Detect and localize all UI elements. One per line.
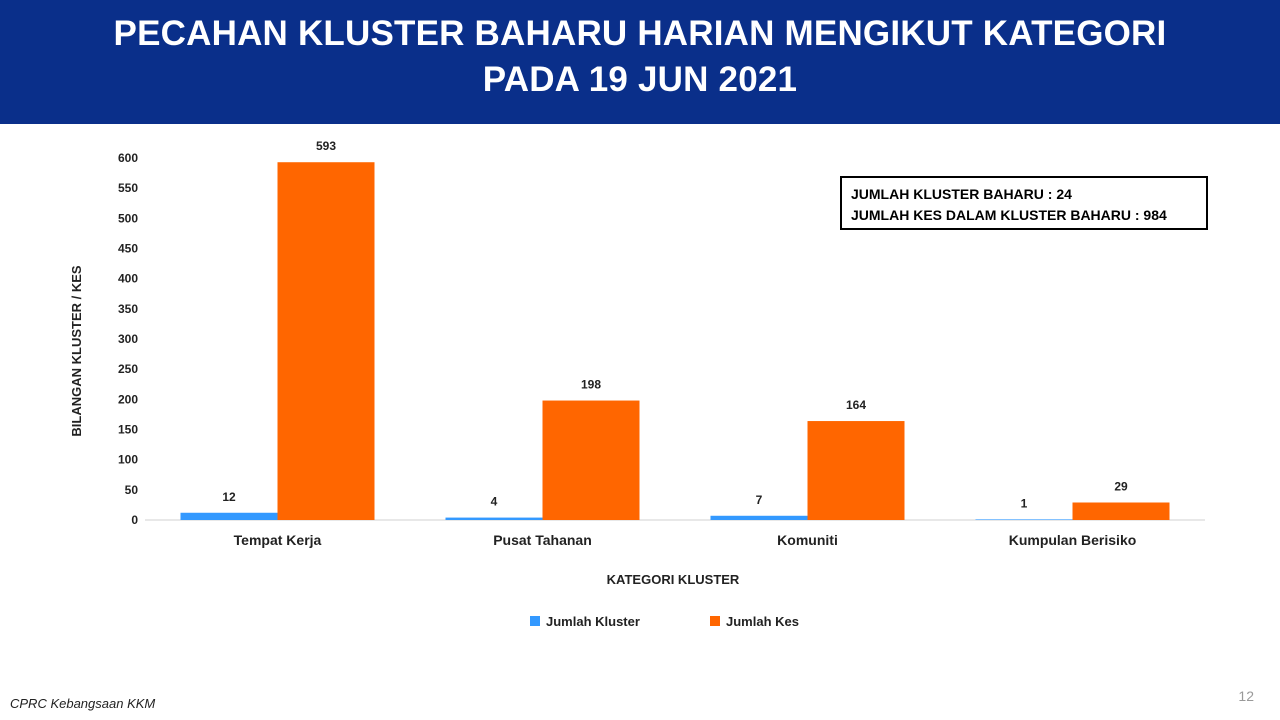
title-line-2: PADA 19 JUN 2021 <box>482 60 798 99</box>
summary-box: JUMLAH KLUSTER BAHARU : 24 JUMLAH KES DA… <box>840 176 1208 230</box>
y-tick-label: 550 <box>118 181 138 195</box>
y-tick-label: 500 <box>118 211 138 225</box>
legend-label-jumlah-kluster: Jumlah Kluster <box>546 613 640 629</box>
data-label: 12 <box>222 490 236 504</box>
page-number: 12 <box>1238 688 1254 704</box>
chart-legend: Jumlah Kluster Jumlah Kes <box>0 610 1280 632</box>
data-label: 29 <box>1114 480 1128 494</box>
x-tick-label: Komuniti <box>777 532 838 548</box>
x-tick-label: Pusat Tahanan <box>493 532 592 548</box>
y-tick-label: 200 <box>118 392 138 406</box>
x-axis-title: KATEGORI KLUSTER <box>607 572 740 587</box>
y-tick-label: 250 <box>118 362 138 376</box>
x-tick-label: Tempat Kerja <box>234 532 322 548</box>
bar <box>542 400 640 520</box>
data-label: 164 <box>846 398 866 412</box>
y-tick-label: 0 <box>131 513 138 527</box>
data-label: 1 <box>1021 496 1028 510</box>
data-label: 593 <box>316 139 336 153</box>
title-banner: PECAHAN KLUSTER BAHARU HARIAN MENGIKUT K… <box>0 0 1280 124</box>
legend-label-jumlah-kes: Jumlah Kes <box>726 613 799 629</box>
bar <box>975 519 1073 520</box>
legend-swatch-jumlah-kluster <box>530 616 540 626</box>
bar-chart: 0 50 100 150 200 250 300 350 400 450 500 550 600 BILA… <box>69 139 1205 587</box>
bar <box>1072 502 1170 520</box>
legend-item-jumlah-kes: Jumlah Kes <box>710 610 799 632</box>
title-line-1: PECAHAN KLUSTER BAHARU HARIAN MENGIKUT K… <box>113 14 1167 53</box>
bar <box>807 421 905 520</box>
summary-total-clusters: JUMLAH KLUSTER BAHARU : 24 <box>851 186 1072 202</box>
legend-swatch-jumlah-kes <box>710 616 720 626</box>
bar <box>445 517 543 520</box>
bar <box>180 512 278 520</box>
y-tick-label: 450 <box>118 242 138 256</box>
y-tick-label: 50 <box>125 483 139 497</box>
summary-total-cases: JUMLAH KES DALAM KLUSTER BAHARU : 984 <box>851 207 1167 223</box>
y-tick-label: 300 <box>118 332 138 346</box>
data-label: 4 <box>491 495 498 509</box>
y-tick-label: 400 <box>118 272 138 286</box>
y-tick-label: 350 <box>118 302 138 316</box>
legend-item-jumlah-kluster: Jumlah Kluster <box>530 610 640 632</box>
bar <box>710 515 808 520</box>
y-tick-label: 150 <box>118 423 138 437</box>
x-tick-label: Kumpulan Berisiko <box>1009 532 1137 548</box>
source-footer: CPRC Kebangsaan KKM <box>10 696 156 711</box>
y-tick-label: 600 <box>118 151 138 165</box>
data-label: 7 <box>756 493 763 507</box>
y-tick-label: 100 <box>118 453 138 467</box>
y-axis-title: BILANGAN KLUSTER / KES <box>69 265 84 437</box>
data-label: 198 <box>581 378 601 392</box>
bar <box>277 162 375 520</box>
